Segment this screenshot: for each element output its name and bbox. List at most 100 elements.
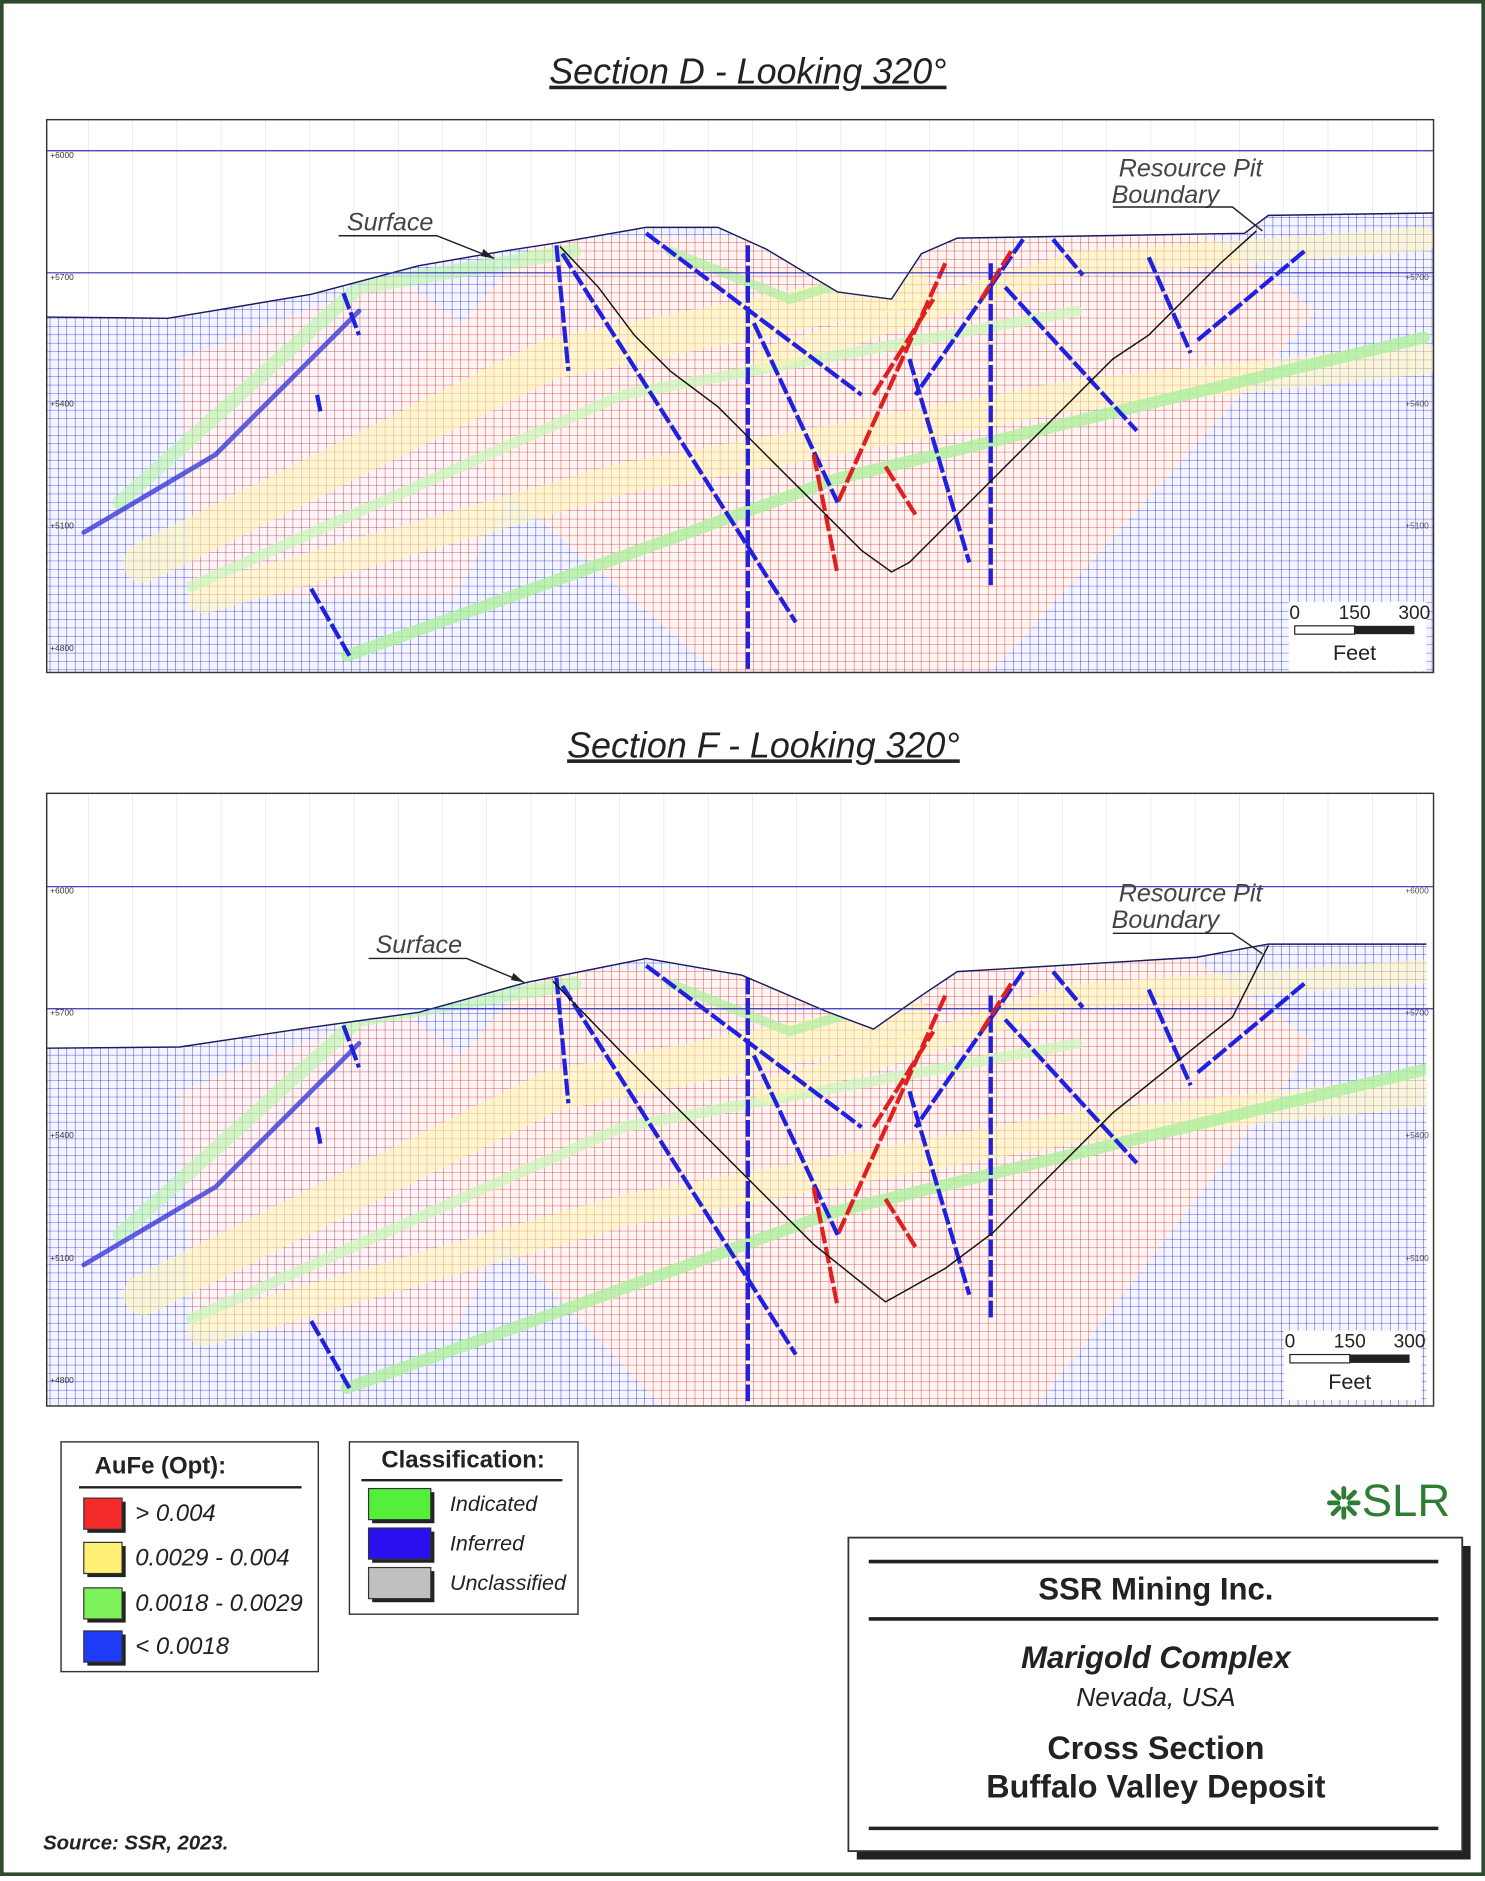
legend-classification: Classification: Indicated Inferred Unclass… [348,1441,579,1615]
scale-tick-label: 0 [1289,603,1300,624]
panel-border [45,118,1435,674]
grade-band [112,244,582,510]
legend-label: 0.0029 - 0.004 [135,1544,289,1571]
section-title: Section D - Looking 320° [549,52,946,92]
surface-line [46,212,1434,320]
grade-zones [81,227,1434,673]
drill-hole [1051,237,1085,277]
scale-unit: Feet [1328,1370,1371,1394]
drill-hole [644,963,863,1129]
drill-hole [341,292,361,336]
elevation-label: +6000 [1405,886,1429,896]
section-panel: +6000 +5700 +5400 +5100 +4800 +6000 +5700 +5400… [45,792,1435,1407]
scale-bar [1354,625,1415,635]
scale-tick-label: 300 [1394,1332,1426,1353]
elevation-label: +5700 [50,272,74,282]
grade-band [341,1063,1427,1395]
drill-hole [1146,988,1193,1087]
drill-hole [979,982,1013,1033]
elevation-label: +5700 [1405,272,1429,282]
source: Source: SSR, 2023. [43,1832,228,1854]
figure-title: Cross Section [1047,1730,1264,1766]
grade-zones [81,959,1427,1406]
grade-band [123,266,930,583]
elevation-label: +6000 [50,150,74,160]
scale-box [1283,1330,1422,1400]
drill-hole [341,1024,361,1069]
elevation-label: +5100 [1405,521,1429,531]
drill-hole [1195,249,1306,343]
logo-mark [1327,1486,1361,1520]
surface-label: Surface [376,931,463,959]
drill-hole [883,465,918,516]
legend-aufe: AuFe (Opt): > 0.004 0.0029 - 0.004 0.0018 … [60,1441,320,1673]
grade-band [123,999,930,1316]
scale-unit: Feet [1333,641,1376,665]
title-box [847,1536,1464,1853]
drill-hole [309,587,352,657]
legend-title: AuFe (Opt): [95,1452,227,1479]
swatch [83,1630,123,1663]
elevation-label: +4800 [50,643,74,653]
elevation-label: +5100 [50,1253,74,1263]
surface-label: Surface [347,208,434,236]
swatch [367,1487,432,1521]
callout-line [1112,932,1263,955]
elevation-label: +5100 [50,521,74,531]
grade-band [186,305,1083,592]
title-block: SSR Mining Inc. Marigold Complex Nevada,… [847,1536,1471,1860]
grade-band [186,1038,1083,1325]
logo-text: SLR [1362,1475,1450,1526]
swatch [83,1497,123,1530]
figure-title: Buffalo Valley Deposit [986,1768,1325,1804]
drill-hole [560,984,798,1356]
scale-tick-label: 0 [1285,1332,1296,1353]
legend-label: Inferred [450,1531,525,1555]
pit-outline [552,944,1270,1303]
callout-line [368,957,525,984]
drill-hole [644,231,863,397]
drill-hole [751,1054,840,1236]
elevation-label: +5700 [50,1008,74,1018]
drill-hole [1146,256,1193,354]
legend-label: Unclassified [450,1571,567,1595]
swatch [367,1527,432,1560]
drill-hole [907,1090,972,1296]
swatch [367,1566,432,1600]
drill-hole [907,358,972,563]
elevation-label: +5400 [1405,1130,1429,1140]
legend-title: Classification: [381,1446,545,1473]
pit-label: Boundary [1112,181,1221,209]
drill-hole [1195,981,1306,1075]
drill-hole [554,977,571,1104]
drill-hole [554,245,571,372]
elevation-label: +5400 [50,399,74,409]
drill-hole [309,1319,352,1390]
drill-hole [835,262,948,504]
scale-tick-label: 300 [1398,603,1430,624]
project: Marigold Complex [1021,1640,1292,1675]
callout-line [1112,206,1263,232]
location: Nevada, USA [1076,1682,1235,1712]
pit-label: Resource Pit [1119,880,1264,908]
drill-hole [913,970,1025,1129]
grade-band [341,331,1430,662]
pit-label: Resource Pit [1119,155,1264,183]
logo: SLR [1327,1475,1450,1526]
scale-bar [1349,1354,1410,1363]
drill-hole [751,322,840,504]
grade-band [81,308,362,535]
grade-band [753,959,1427,1104]
callout-line [338,235,495,260]
drill-hole [560,252,798,624]
surface-line [46,943,1427,1049]
pit-label: Boundary [1112,906,1221,934]
legend-label: > 0.004 [135,1500,215,1527]
callout-arrow [481,248,495,259]
elevation-label: +4800 [50,1375,74,1385]
drill-hole [1003,285,1139,433]
drill-hole [1003,1018,1139,1165]
pit-outline [559,230,1257,573]
scale-box [1288,601,1427,672]
